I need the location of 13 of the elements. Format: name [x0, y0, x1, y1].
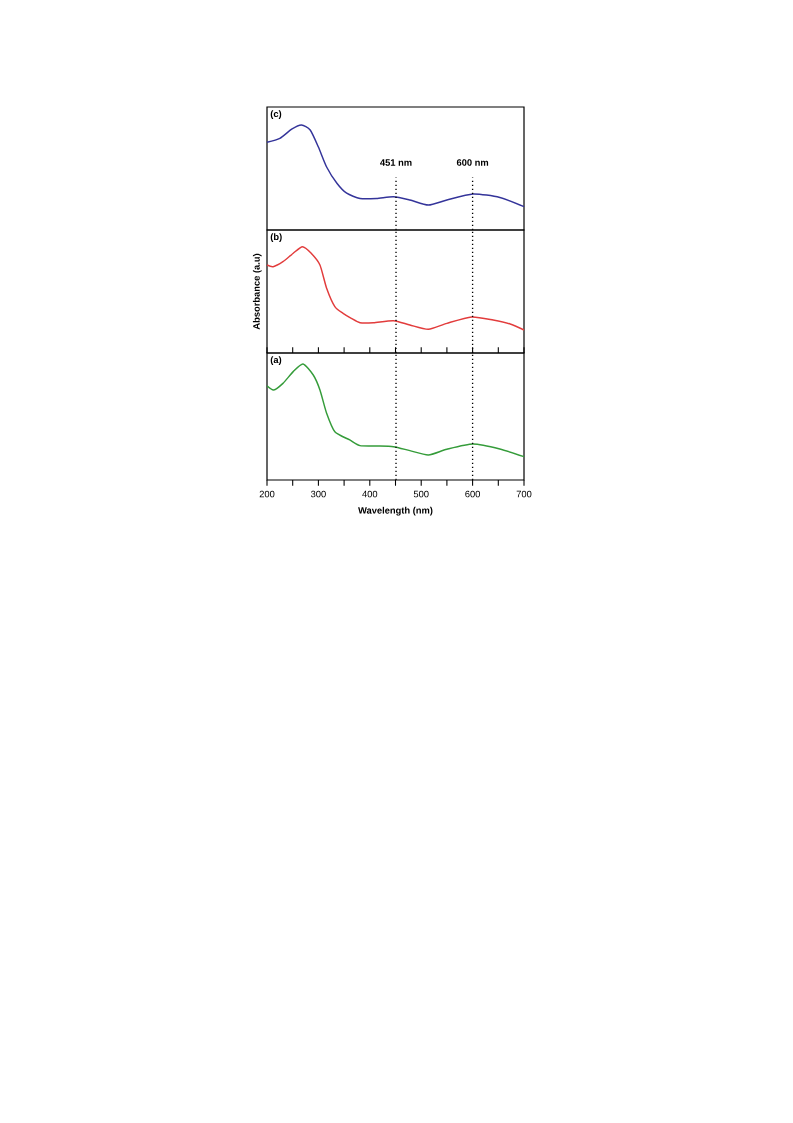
chart-title: (c) — [270, 110, 282, 119]
x-tick-label: 700 — [516, 490, 532, 498]
x-tick-label: 400 — [362, 490, 378, 498]
x-tick-label: 200 — [259, 490, 275, 498]
ref-line-label: 600 nm — [456, 159, 489, 166]
chart-title: (a) — [270, 356, 282, 365]
x-tick-label: 300 — [310, 490, 326, 498]
y-axis-title: Absorbance (a.u) — [252, 253, 262, 330]
ref-line-label: 451 nm — [380, 159, 412, 166]
x-axis-title: Wavelength (nm) — [358, 506, 433, 516]
x-tick-label: 500 — [413, 490, 429, 498]
chart-title: (b) — [270, 233, 282, 242]
x-tick-label: 600 — [465, 490, 481, 498]
